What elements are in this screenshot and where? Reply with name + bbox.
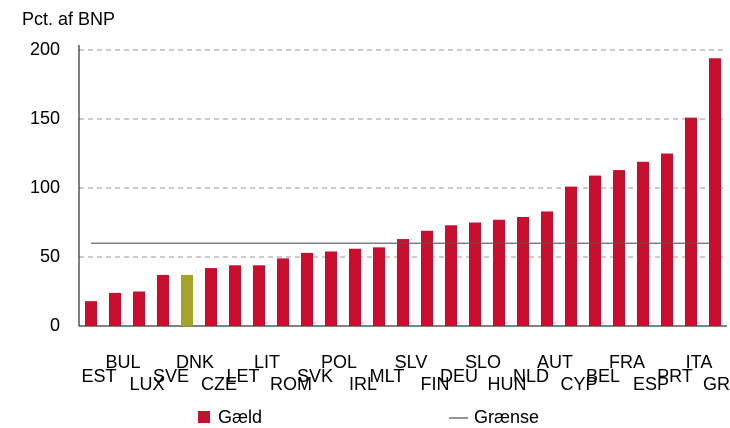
bar: [709, 58, 721, 326]
x-tick-label: SLV: [395, 352, 428, 372]
legend-swatch: [198, 411, 210, 423]
x-tick-label: LIT: [254, 352, 280, 372]
bar: [205, 268, 217, 326]
x-tick-label: MLT: [370, 366, 405, 386]
bar: [493, 219, 505, 326]
bar: [133, 291, 145, 326]
bar: [253, 265, 265, 326]
x-tick-label: POL: [321, 352, 357, 372]
bar: [589, 175, 601, 326]
bar: [349, 248, 361, 326]
bar: [325, 251, 337, 326]
bar: [469, 222, 481, 326]
x-tick-label: BEL: [586, 366, 620, 386]
bar: [421, 230, 433, 326]
x-tick-label: LUX: [129, 374, 164, 394]
x-tick-label: SVK: [297, 366, 333, 386]
legend-label: Gæld: [218, 407, 262, 427]
x-tick-label: GRC: [703, 374, 730, 394]
x-tick-label: IRL: [349, 374, 377, 394]
bar: [685, 117, 697, 327]
x-tick-label: EST: [81, 366, 116, 386]
x-tick-label: SLO: [465, 352, 501, 372]
x-tick-label: BUL: [105, 352, 140, 372]
x-tick-label: PRT: [657, 366, 693, 386]
x-tick-label: HUN: [488, 374, 527, 394]
x-tick-label: SVE: [153, 366, 189, 386]
y-tick-label: 150: [30, 108, 60, 128]
bar: [109, 292, 121, 326]
x-tick-label: ROM: [270, 374, 312, 394]
bar: [85, 301, 97, 326]
x-tick-label: NLD: [513, 366, 549, 386]
bar: [541, 211, 553, 326]
y-tick-label: 100: [30, 177, 60, 197]
x-tick-label: DEU: [440, 366, 478, 386]
bar: [181, 274, 193, 326]
y-axis-label: Pct. af BNP: [22, 9, 115, 29]
x-tick-label: FIN: [421, 374, 450, 394]
bar: [301, 252, 313, 326]
x-tick-label: CZE: [201, 374, 237, 394]
x-tick-label: DNK: [176, 352, 214, 372]
y-tick-label: 0: [50, 315, 60, 335]
x-tick-label: ESP: [633, 374, 669, 394]
bar: [637, 161, 649, 326]
bar: [565, 186, 577, 326]
legend-label: Grænse: [474, 407, 539, 427]
bar: [277, 258, 289, 326]
x-tick-label: LET: [226, 366, 259, 386]
y-tick-label: 50: [40, 246, 60, 266]
bar: [229, 265, 241, 326]
bar: [517, 216, 529, 326]
x-tick-label: CYP: [560, 374, 597, 394]
bar: [157, 274, 169, 326]
bar: [373, 247, 385, 326]
x-tick-label: FRA: [609, 352, 645, 372]
x-tick-label: ITA: [686, 352, 713, 372]
x-tick-label: AUT: [537, 352, 573, 372]
y-tick-label: 200: [30, 39, 60, 59]
bar: [397, 239, 409, 326]
bar: [613, 170, 625, 326]
bar: [445, 225, 457, 326]
bar: [661, 153, 673, 326]
